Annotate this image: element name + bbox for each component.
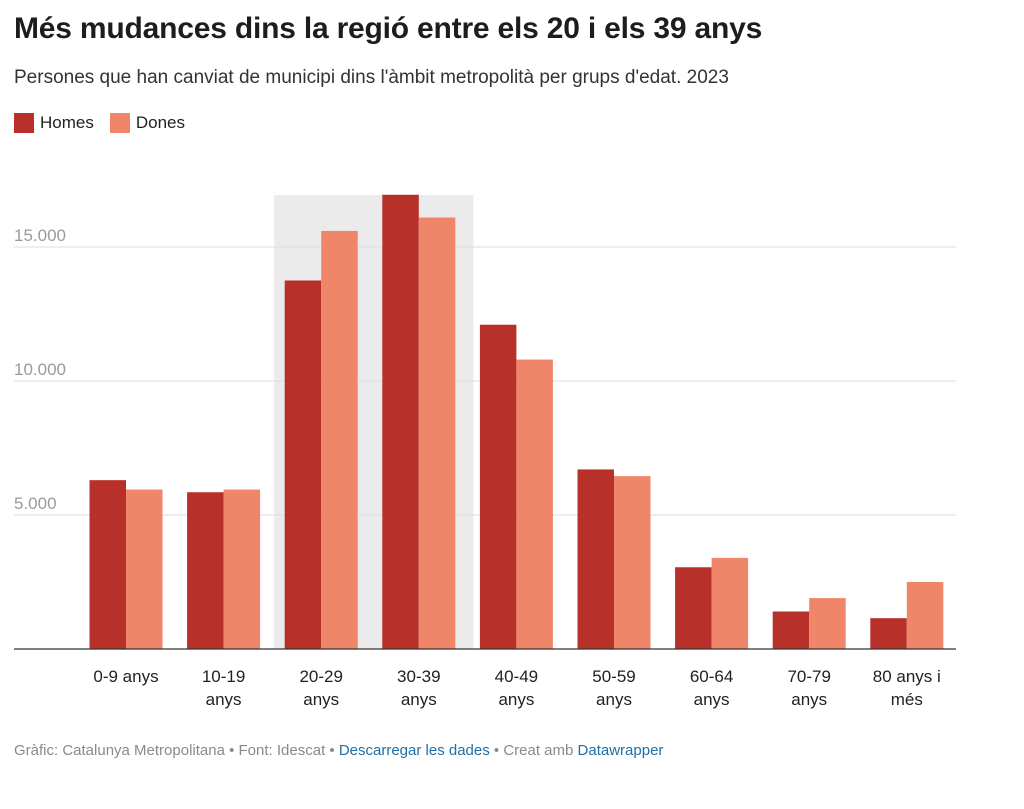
datawrapper-link[interactable]: Datawrapper (577, 742, 664, 759)
bar-dones (126, 489, 163, 649)
bar-homes (577, 469, 614, 649)
x-tick-label: 40-49 (495, 667, 538, 686)
y-tick-label: 15.000 (14, 226, 66, 245)
footer: Gràfic: Catalunya Metropolitana • Font: … (14, 742, 663, 759)
bar-homes (187, 492, 224, 649)
bar-homes (382, 194, 419, 650)
bar-dones (809, 598, 846, 649)
bar-homes (89, 480, 126, 649)
x-tick-label: més (891, 690, 923, 709)
bar-chart: 5.000 10.000 15.000 0-9 anys 10-19 anys 20-29 a… (14, 194, 956, 709)
x-tick-label: anys (694, 690, 730, 709)
bar-dones (321, 230, 358, 650)
legend-label-homes: Homes (40, 113, 94, 132)
legend: Homes Dones (14, 113, 201, 133)
bar-dones (418, 217, 456, 649)
bar-dones (516, 359, 553, 649)
bar-dones (223, 489, 261, 649)
y-tick-label: 5.000 (14, 494, 57, 513)
bar-homes (479, 324, 517, 649)
x-tick-label: 20-29 (299, 667, 342, 686)
bar-homes (284, 280, 322, 649)
x-tick-label: 50-59 (592, 667, 635, 686)
x-tick-label: anys (596, 690, 632, 709)
bar-dones (614, 476, 651, 649)
legend-label-dones: Dones (135, 113, 185, 132)
x-tick-label: 80 anys i (873, 667, 941, 686)
bar-homes (870, 618, 907, 649)
legend-item-homes: Homes (14, 113, 94, 133)
chart-subtitle: Persones que han canviat de municipi din… (14, 67, 729, 88)
x-tick-label: anys (498, 690, 534, 709)
bar-homes (772, 611, 810, 649)
bar-dones (906, 582, 944, 649)
footer-credit: Gràfic: Catalunya Metropolitana • Font: … (14, 742, 339, 759)
legend-swatch-homes (14, 113, 34, 133)
x-tick-label: 10-19 (202, 667, 245, 686)
bar-homes (675, 567, 712, 649)
x-tick-label: 60-64 (690, 667, 733, 686)
chart-title: Més mudances dins la regió entre els 20 … (14, 12, 763, 45)
x-tick-label: anys (791, 690, 827, 709)
x-tick-label: 30-39 (397, 667, 440, 686)
footer-separator: • Creat amb (489, 742, 578, 759)
x-tick-label: 0-9 anys (93, 667, 158, 686)
x-tick-label: anys (401, 690, 437, 709)
legend-swatch-dones (109, 113, 130, 133)
x-tick-label: anys (206, 690, 242, 709)
x-tick-label: anys (303, 690, 339, 709)
bar-dones (711, 557, 749, 649)
y-tick-label: 10.000 (14, 360, 66, 379)
download-data-link[interactable]: Descarregar les dades (338, 742, 490, 759)
legend-item-dones: Dones (109, 113, 185, 133)
x-tick-label: 70-79 (787, 667, 830, 686)
